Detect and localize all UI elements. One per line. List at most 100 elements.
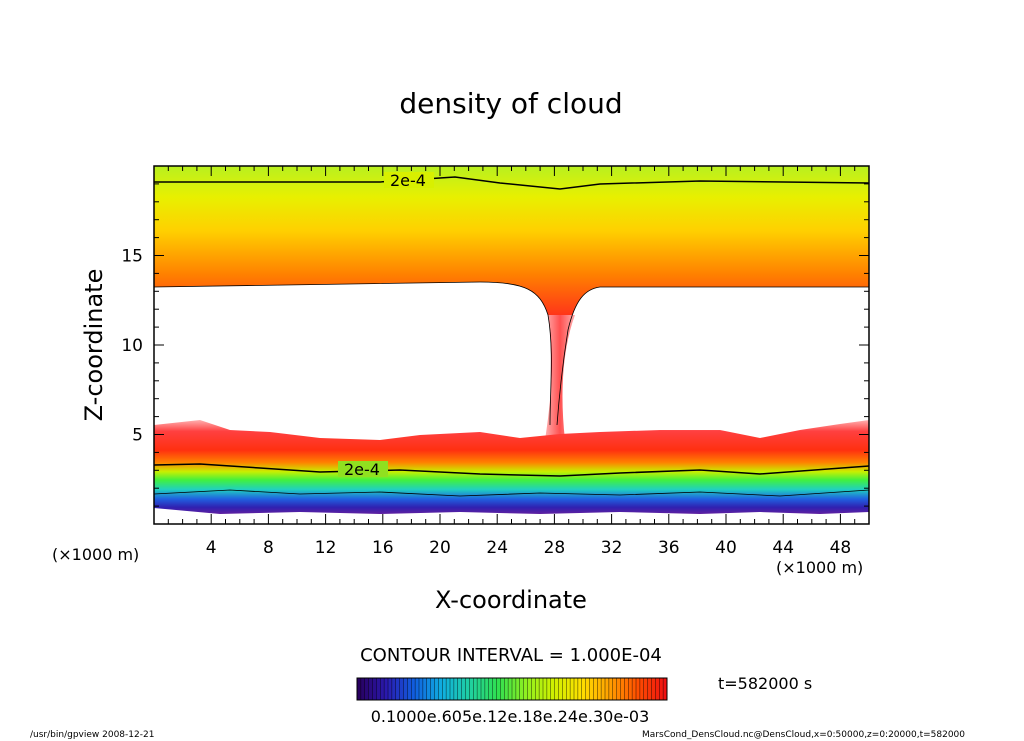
colorbar-cell: [519, 678, 524, 700]
colorbar-cell: [457, 678, 462, 700]
colorbar-cell: [372, 678, 377, 700]
colorbar-cell: [473, 678, 478, 700]
colorbar-cell: [628, 678, 633, 700]
colorbar-cell: [558, 678, 563, 700]
colorbar-cell: [554, 678, 559, 700]
colorbar-cell: [411, 678, 416, 700]
colorbar-cell: [380, 678, 385, 700]
footer-left: /usr/bin/gpview 2008-12-21: [30, 730, 154, 740]
colorbar-cell: [659, 678, 664, 700]
colorbar-cell: [531, 678, 536, 700]
colorbar-cell: [461, 678, 466, 700]
x-unit-left: (×1000 m): [52, 545, 139, 564]
contour-line-upper-inner: [154, 281, 869, 426]
colorbar-cell: [484, 678, 490, 700]
colorbar-cell: [504, 678, 509, 700]
x-tick-label: 20: [429, 538, 451, 558]
colorbar-cell: [639, 678, 645, 700]
colorbar-cell: [384, 678, 389, 700]
y-tick-label: 15: [121, 247, 143, 267]
colorbar-cell: [481, 678, 486, 700]
colorbar-cell: [430, 678, 435, 700]
plot-area: [154, 166, 869, 524]
colorbar-cell: [469, 678, 474, 700]
contour-label-lower: 2e-4: [344, 460, 380, 479]
x-tick-label: 28: [544, 538, 566, 558]
chart-title: density of cloud: [399, 87, 622, 120]
colorbar-cell: [523, 678, 528, 700]
colorbar-cell: [651, 678, 656, 700]
colorbar-cell: [496, 678, 501, 700]
x-unit-right: (×1000 m): [776, 558, 863, 577]
colorbar-cell: [527, 678, 532, 700]
colorbar-cell: [566, 678, 571, 700]
lower-cloud-band: [154, 420, 869, 514]
colorbar-cell: [605, 678, 610, 700]
colorbar-cell: [364, 678, 369, 700]
colorbar-cell: [376, 678, 381, 700]
colorbar-cell: [581, 678, 586, 700]
colorbar-cell: [368, 678, 373, 700]
x-tick-label: 8: [263, 538, 274, 558]
colorbar-cell: [438, 678, 443, 700]
colorbar-cell: [570, 678, 575, 700]
contour-line-lower: [154, 463, 869, 477]
colorbar-cell: [446, 678, 451, 700]
colorbar-cell: [500, 678, 505, 700]
x-tick-label: 48: [830, 538, 852, 558]
colorbar-cell: [535, 678, 540, 700]
colorbar-cell: [562, 678, 567, 700]
colorbar-cell: [395, 678, 400, 700]
colorbar-cell: [543, 678, 548, 700]
colorbar-cell: [546, 678, 552, 700]
x-tick-label: 16: [372, 538, 394, 558]
colorbar-cell: [539, 678, 544, 700]
colorbar-cell: [612, 678, 617, 700]
colorbar-cell: [647, 678, 652, 700]
colorbar-cell: [407, 678, 412, 700]
colorbar-cell: [391, 678, 397, 700]
colorbar-cell: [477, 678, 482, 700]
colorbar-cell: [357, 678, 362, 700]
colorbar-cell: [574, 678, 579, 700]
y-tick-label: 5: [132, 426, 143, 446]
colorbar-cell: [608, 678, 614, 700]
colorbar: [356, 678, 668, 700]
colorbar-cell: [601, 678, 606, 700]
colorbar-labels: 0.1000e.605e.12e.18e.24e.30e-03: [371, 707, 650, 726]
x-tick-label: 40: [715, 538, 737, 558]
colorbar-cell: [616, 678, 621, 700]
colorbar-cell: [550, 678, 555, 700]
colorbar-cell: [415, 678, 420, 700]
colorbar-cell: [589, 678, 594, 700]
colorbar-cell: [450, 678, 455, 700]
x-tick-label: 44: [772, 538, 794, 558]
colorbar-cell: [577, 678, 583, 700]
colorbar-cell: [597, 678, 602, 700]
colorbar-cell: [422, 678, 428, 700]
colorbar-cell: [508, 678, 513, 700]
colorbar-cell: [620, 678, 625, 700]
x-axis-label: X-coordinate: [435, 586, 587, 614]
colorbar-cell: [453, 678, 459, 700]
colorbar-cell: [465, 678, 470, 700]
colorbar-cell: [403, 678, 408, 700]
y-axis-label: Z-coordinate: [80, 269, 108, 422]
x-tick-label: 4: [206, 538, 217, 558]
colorbar-cell: [585, 678, 590, 700]
time-label: t=582000 s: [718, 674, 812, 693]
contour-line-lower-2: [154, 489, 869, 497]
colorbar-cell: [399, 678, 404, 700]
colorbar-cell: [515, 678, 521, 700]
colorbar-cell: [636, 678, 641, 700]
colorbar-cell: [360, 678, 366, 700]
footer-right: MarsCond_DensCloud.nc@DensCloud,x=0:5000…: [642, 730, 965, 740]
colorbar-cell: [624, 678, 629, 700]
upper-cloud-band: [154, 166, 869, 425]
colorbar-cell: [512, 678, 517, 700]
x-tick-label: 12: [315, 538, 337, 558]
colorbar-cell: [655, 678, 660, 700]
colorbar-cell: [593, 678, 598, 700]
x-tick-label: 36: [658, 538, 680, 558]
